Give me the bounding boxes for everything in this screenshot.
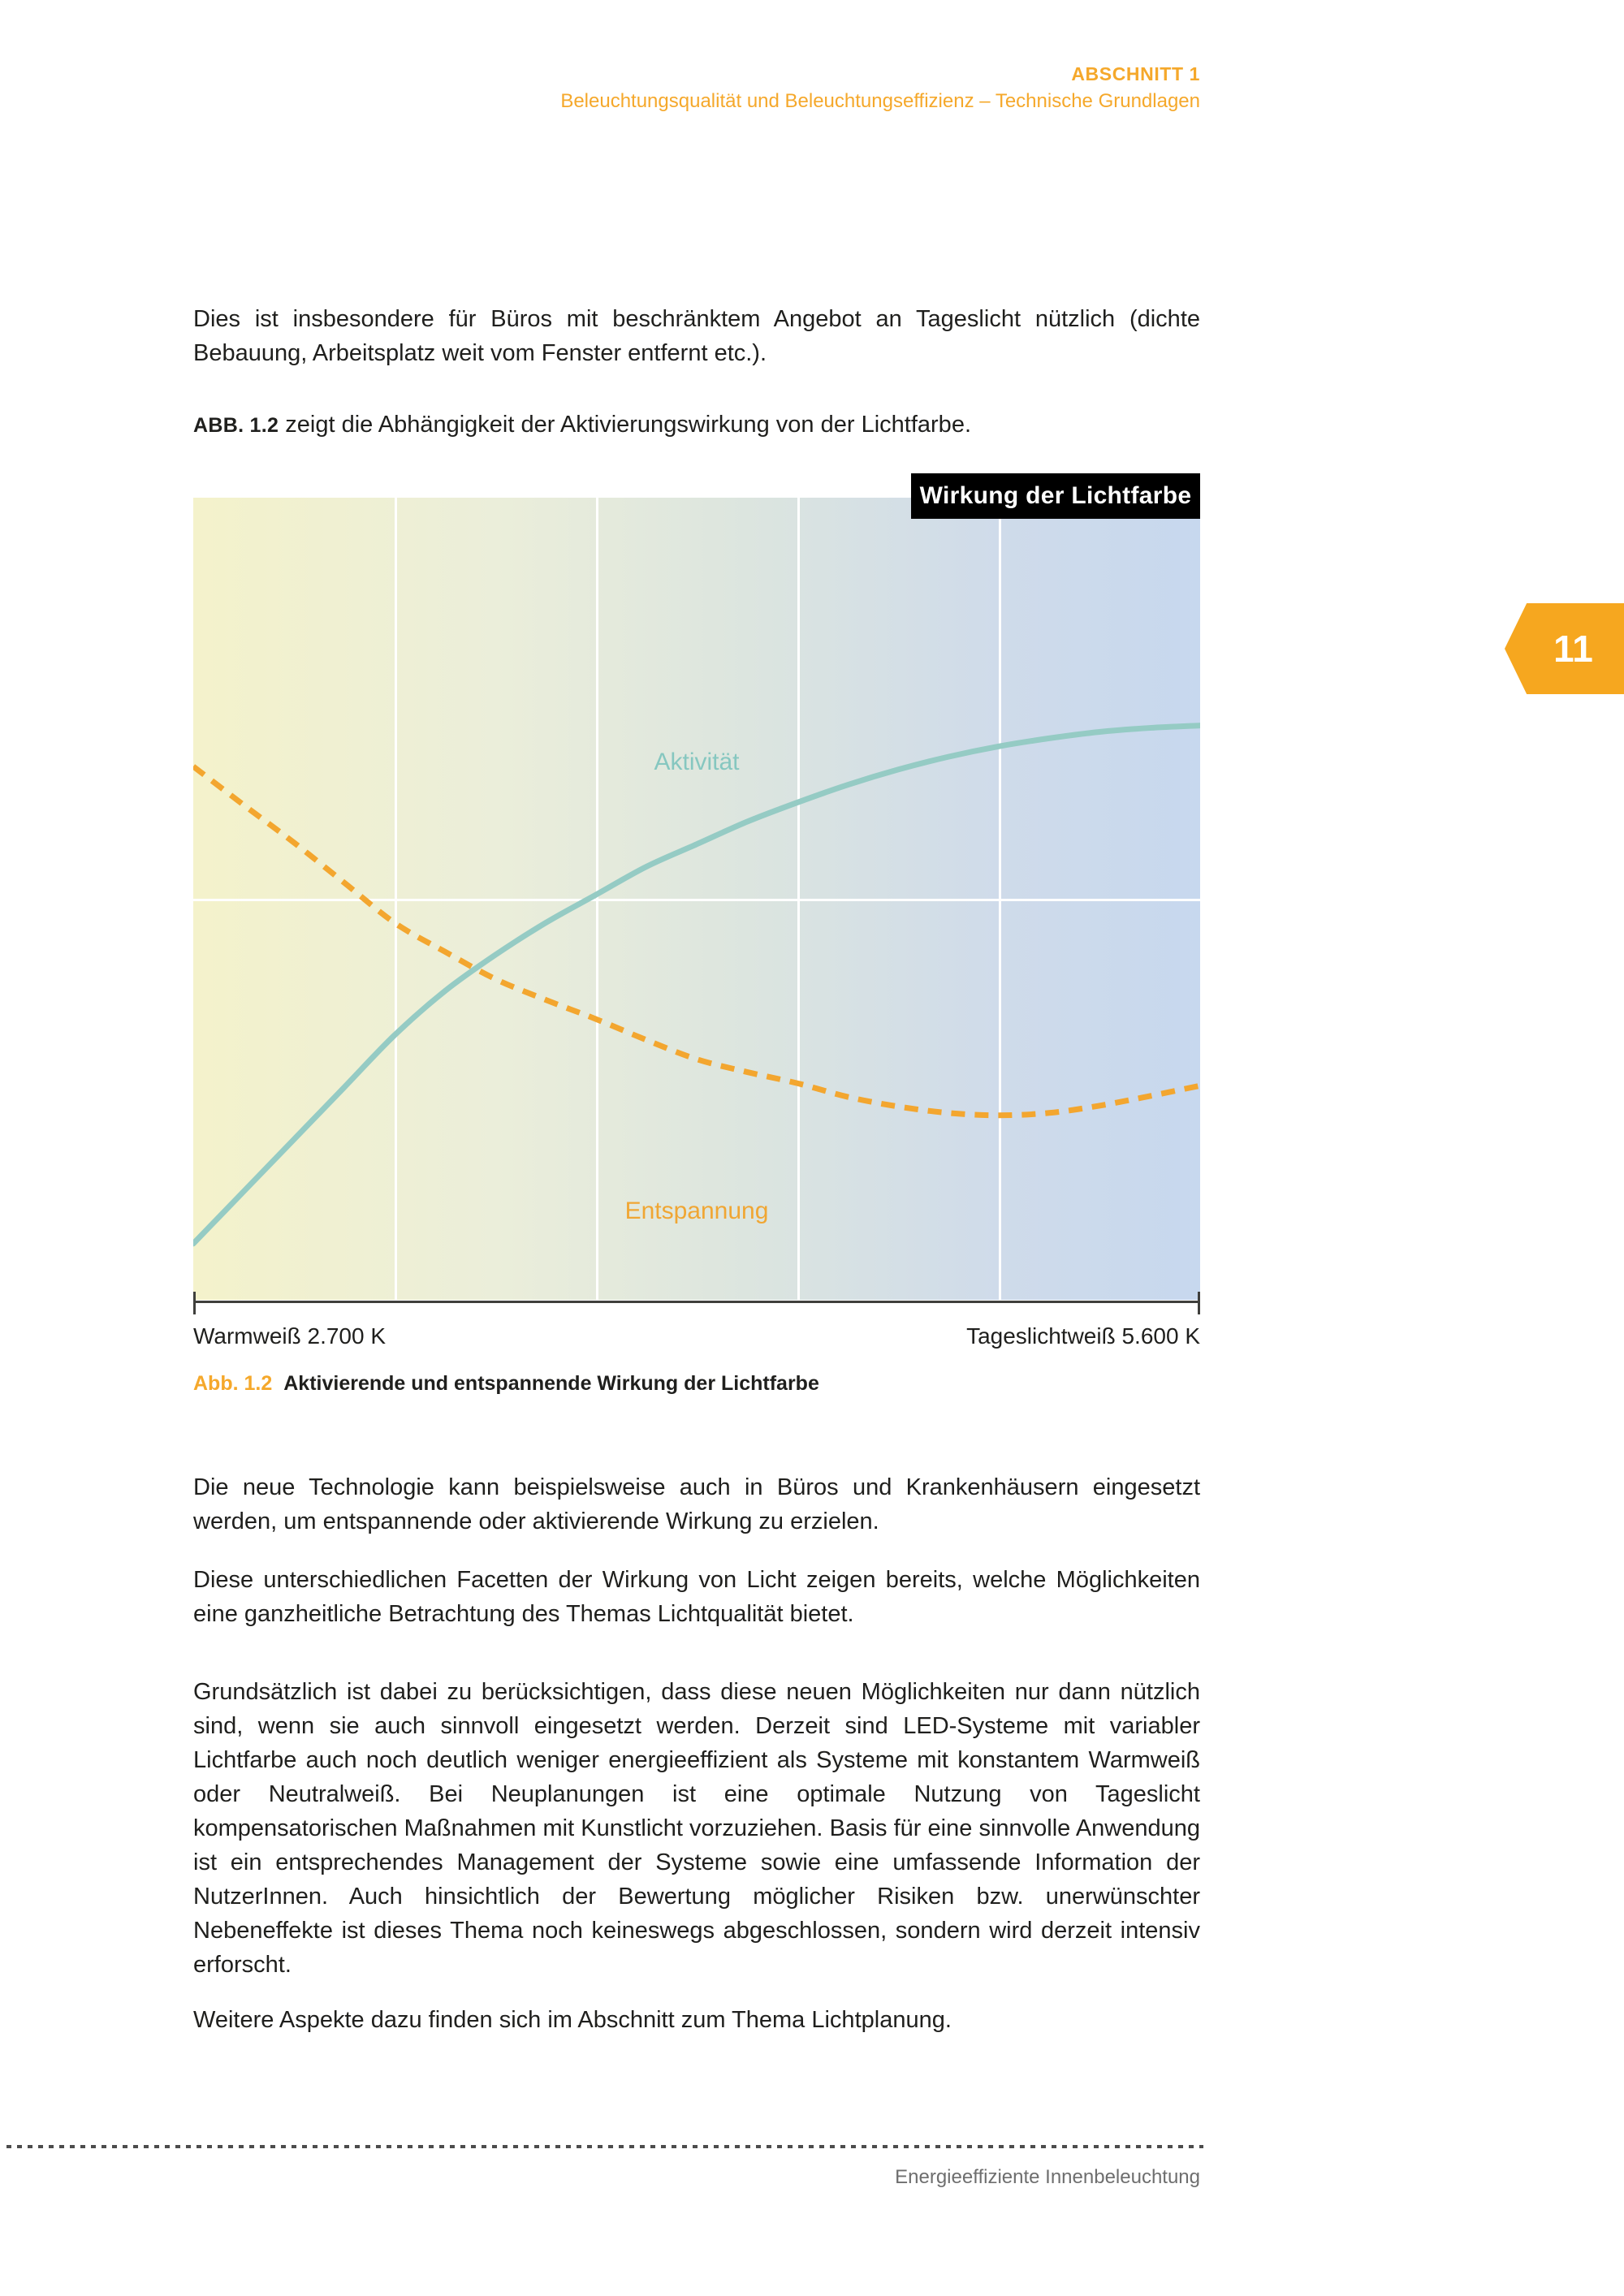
x-axis-tick-left [193,1292,196,1314]
page-number: 11 [1553,628,1593,670]
page-number-tab: 11 [1505,603,1624,694]
aktivitaet-series-label: Aktivität [654,749,740,776]
footer-book-title: Energieeffiziente Innenbeleuchtung [895,2166,1200,2188]
x-axis-labels: Warmweiß 2.700 K Tageslichtweiß 5.600 K [193,1323,1200,1349]
paragraph-weitere-aspekte: Weitere Aspekte dazu finden sich im Absc… [193,2007,952,2033]
chart-title: Wirkung der Lichtfarbe [919,482,1192,509]
chart-curves [193,723,1200,1247]
lichtfarbe-chart: Aktivität Entspannung Wirkung der Lichtf… [193,473,1200,1300]
chart-title-box: Wirkung der Lichtfarbe [911,473,1200,519]
footer-dashed-rule [6,2145,1203,2148]
aktivitaet-curve [193,723,1200,1247]
figure-caption: Abb. 1.2 Aktivierende und entspannende Wi… [193,1372,1200,1396]
paragraph-facetten: Diese unterschiedlichen Facetten der Wir… [193,1567,1200,1627]
figure-reference-label: ABB. 1.2 [193,414,279,437]
paragraph-grundsaetzlich: Grundsätzlich ist dabei zu berücksichtig… [193,1679,1200,1978]
entspannung-curve [193,764,1200,1119]
figure-caption-label: Abb. 1.2 [193,1372,273,1395]
figure-reference-line: ABB. 1.2 zeigt die Abhängigkeit der Akti… [193,408,1200,442]
section-subtitle: Beleuchtungsqualität und Beleuchtungseff… [560,90,1200,112]
gridline-horizontal-1 [193,899,1200,901]
paragraph-intro: Dies ist insbesondere für Büros mit besc… [193,306,1200,366]
page-header: ABSCHNITT 1 Beleuchtungsqualität und Bel… [560,60,1200,115]
figure-reference-text: zeigt die Abhängigkeit der Aktivierungsw… [279,412,971,438]
x-axis-tick-right [1198,1292,1200,1314]
x-axis-label-warmweiss: Warmweiß 2.700 K [193,1323,387,1349]
entspannung-series-label: Entspannung [624,1198,769,1225]
paragraph-technology: Die neue Technologie kann beispielsweise… [193,1474,1200,1534]
x-axis-label-tageslichtweiss: Tageslichtweiß 5.600 K [966,1323,1200,1349]
figure-caption-text: Aktivierende und entspannende Wirkung de… [283,1372,819,1395]
section-kicker: ABSCHNITT 1 [1071,63,1200,84]
x-axis-line [193,1301,1200,1303]
